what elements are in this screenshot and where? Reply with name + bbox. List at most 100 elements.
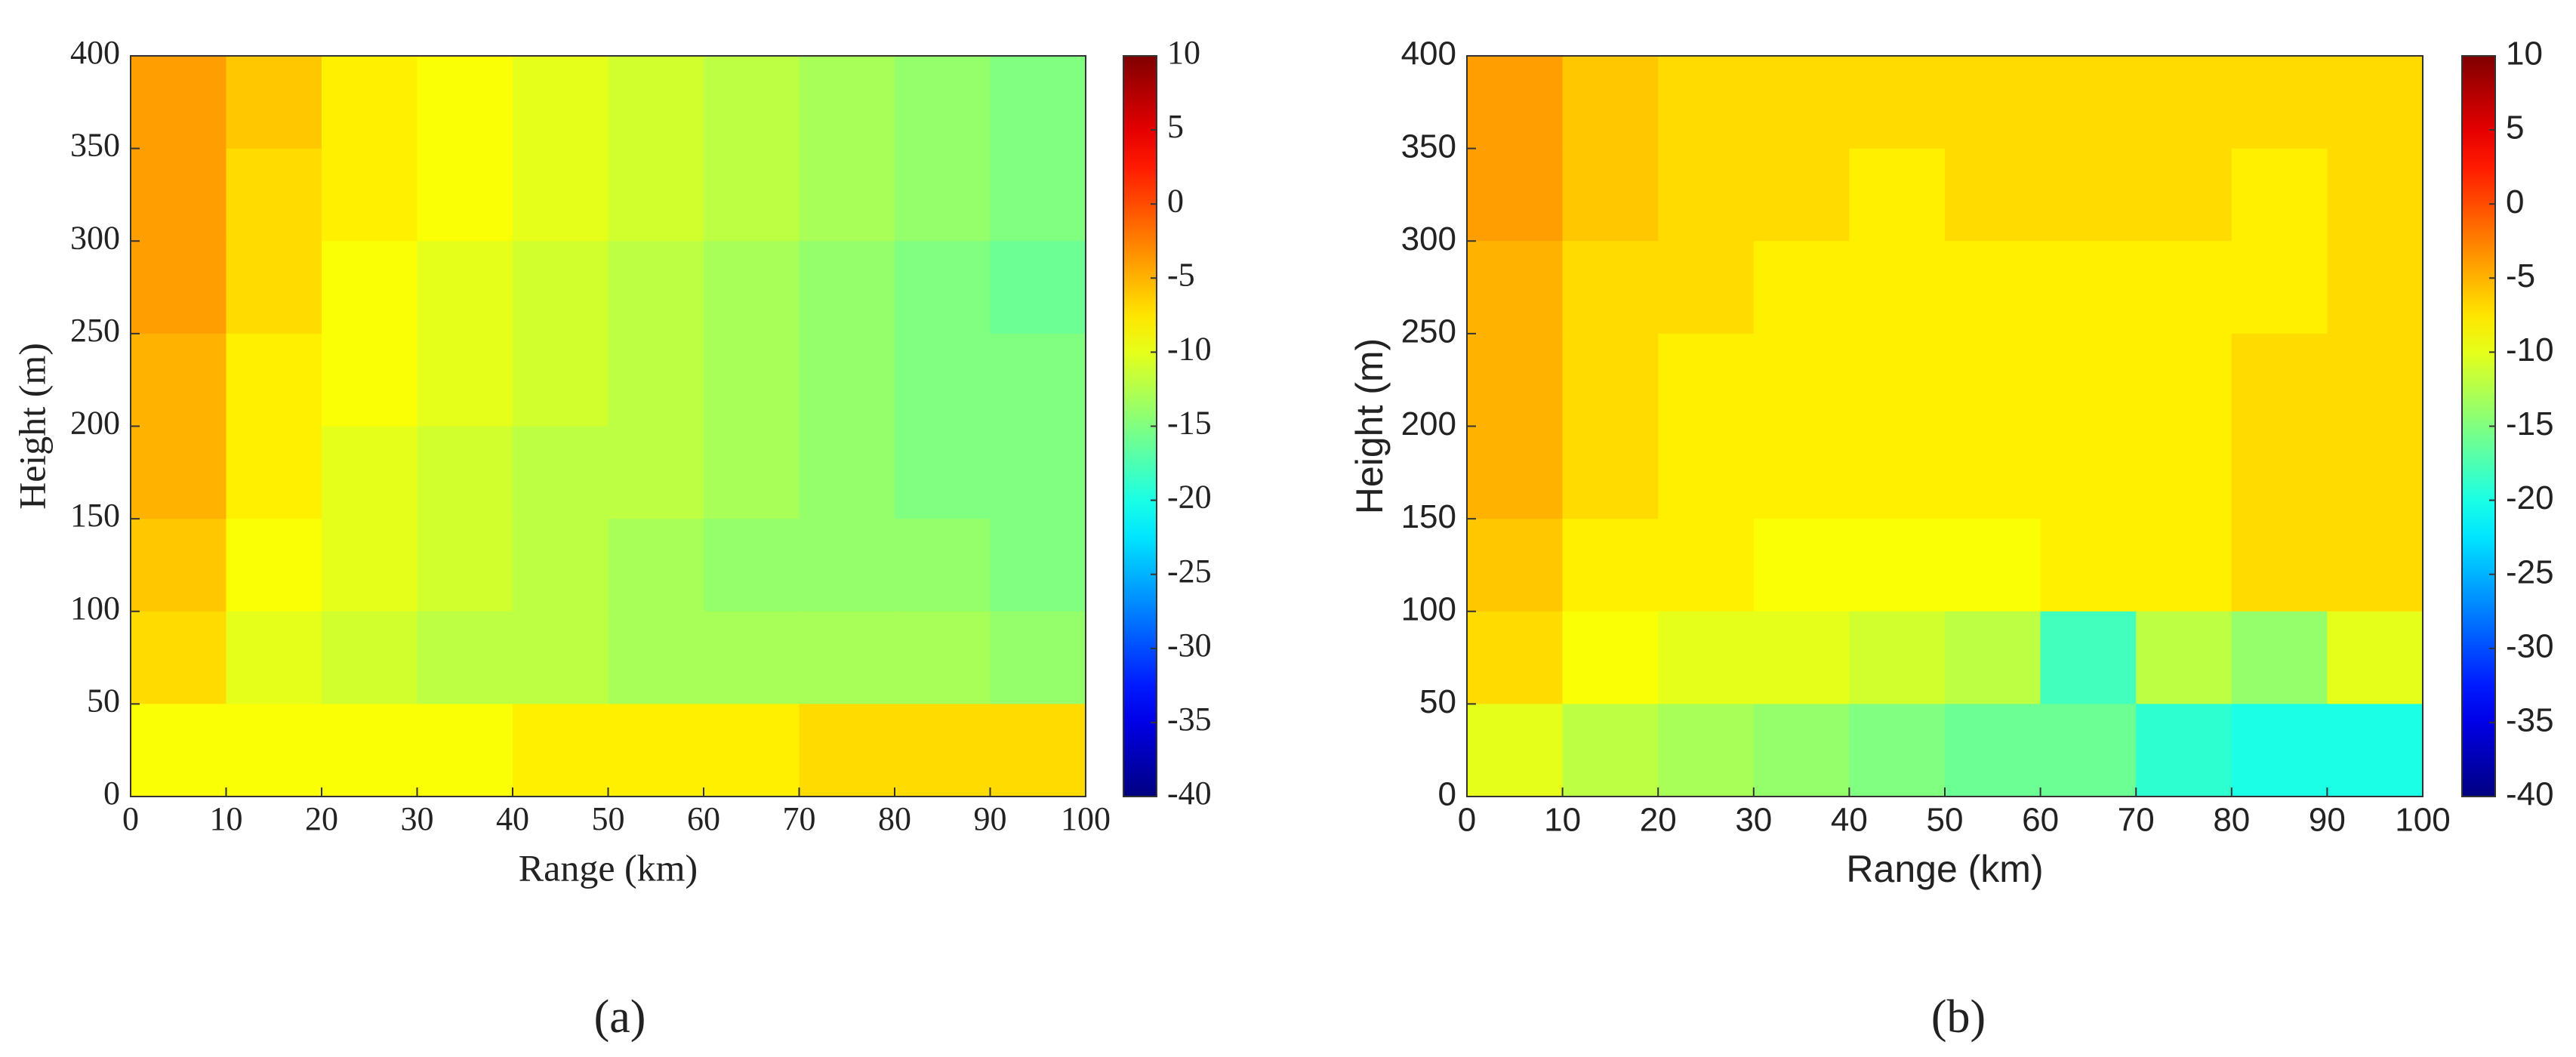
heat-cell: [1849, 704, 1946, 797]
heat-cell: [608, 333, 704, 427]
heat-cell: [1945, 426, 2041, 519]
heat-cell: [1562, 611, 1659, 704]
x-tick-label: 0: [122, 800, 139, 837]
heat-cell: [1945, 611, 2041, 704]
heat-cell: [990, 56, 1086, 149]
heat-cell: [895, 148, 991, 242]
heat-cell: [1753, 148, 1850, 242]
heat-cell: [799, 611, 895, 704]
heat-cell: [417, 241, 513, 334]
heat-cell: [895, 241, 991, 334]
heat-cell: [1562, 426, 1659, 519]
heat-cell: [1658, 148, 1755, 242]
heat-cell: [226, 148, 322, 242]
colorbar-tick-label: -20: [1167, 479, 1212, 516]
heat-cell: [1753, 704, 1850, 797]
heat-cell: [2327, 241, 2423, 334]
x-tick-label: 20: [1640, 802, 1677, 839]
x-tick-label: 10: [210, 800, 243, 837]
heat-cell: [704, 241, 800, 334]
heat-cell: [1849, 519, 1946, 612]
heat-cell: [2136, 56, 2232, 149]
heat-cell: [226, 704, 322, 797]
heat-cell: [513, 241, 609, 334]
heat-cell: [513, 426, 609, 519]
y-tick-label: 50: [87, 682, 120, 719]
heat-cell: [799, 56, 895, 149]
y-tick-label: 0: [103, 775, 120, 812]
heat-cell: [322, 704, 418, 797]
heat-cell: [513, 333, 609, 427]
heat-cell: [1658, 519, 1755, 612]
heat-cell: [513, 56, 609, 149]
colorbar-tick-label: -10: [2506, 331, 2554, 368]
heat-cell: [2327, 519, 2423, 612]
x-tick-label: 90: [2309, 802, 2346, 839]
heat-cell: [226, 519, 322, 612]
heat-cell: [1658, 333, 1755, 427]
heat-cell: [322, 333, 418, 427]
heat-cell: [2040, 148, 2137, 242]
heat-cell: [1753, 56, 1850, 149]
colorbar-tick-label: -30: [2506, 627, 2554, 664]
heat-cell: [2136, 148, 2232, 242]
colorbar-tick-label: -40: [1167, 775, 1212, 812]
heat-cell: [990, 704, 1086, 797]
heat-cell: [322, 519, 418, 612]
heat-cell: [1467, 333, 1564, 427]
heat-cell: [417, 333, 513, 427]
heat-cell: [895, 426, 991, 519]
heat-cell: [799, 519, 895, 612]
y-tick-label: 100: [70, 590, 120, 627]
heat-cell: [2040, 519, 2137, 612]
heat-cell: [2136, 426, 2232, 519]
heat-cell: [2231, 704, 2328, 797]
heat-cell: [2231, 611, 2328, 704]
heat-cell: [322, 148, 418, 242]
heat-cell: [322, 611, 418, 704]
heat-cell: [1753, 241, 1850, 334]
heat-cell: [1467, 519, 1564, 612]
heat-cell: [2136, 704, 2232, 797]
heat-cell: [990, 611, 1086, 704]
x-tick-label: 20: [305, 800, 338, 837]
heat-cell: [131, 241, 226, 334]
y-tick-label: 50: [1419, 683, 1456, 720]
heat-cell: [1467, 56, 1564, 149]
heat-cell: [990, 333, 1086, 427]
heat-cell: [2231, 333, 2328, 427]
heat-cell: [1753, 519, 1850, 612]
x-tick-label: 100: [1061, 800, 1111, 837]
colorbar-tick-label: -40: [2506, 776, 2554, 813]
heat-cell: [1945, 56, 2041, 149]
heat-cell: [226, 241, 322, 334]
colorbar-tick-label: -15: [2506, 405, 2554, 442]
y-axis-label: Height (m): [11, 343, 53, 510]
heat-cell: [2040, 704, 2137, 797]
heat-cell: [608, 148, 704, 242]
x-tick-label: 0: [1458, 802, 1476, 839]
heat-cell: [1658, 611, 1755, 704]
x-tick-label: 30: [401, 800, 434, 837]
heat-cell: [2136, 241, 2232, 334]
colorbar-tick-label: -30: [1167, 627, 1212, 664]
y-tick-label: 250: [70, 312, 120, 349]
heat-cell: [608, 704, 704, 797]
heat-cell: [1753, 426, 1850, 519]
heat-cell: [1849, 241, 1946, 334]
heat-cell: [2136, 519, 2232, 612]
y-tick-label: 350: [70, 127, 120, 164]
heat-cell: [2327, 426, 2423, 519]
y-tick-label: 300: [70, 219, 120, 256]
heat-cell: [608, 426, 704, 519]
heat-cell: [1945, 241, 2041, 334]
heat-cell: [2040, 426, 2137, 519]
colorbar-tick-label: 0: [2506, 183, 2524, 220]
heat-cell: [417, 56, 513, 149]
colorbar-tick-label: -15: [1167, 405, 1212, 442]
heat-cell: [226, 611, 322, 704]
heat-cell: [1562, 241, 1659, 334]
heat-cell: [1562, 704, 1659, 797]
heat-cell: [417, 426, 513, 519]
